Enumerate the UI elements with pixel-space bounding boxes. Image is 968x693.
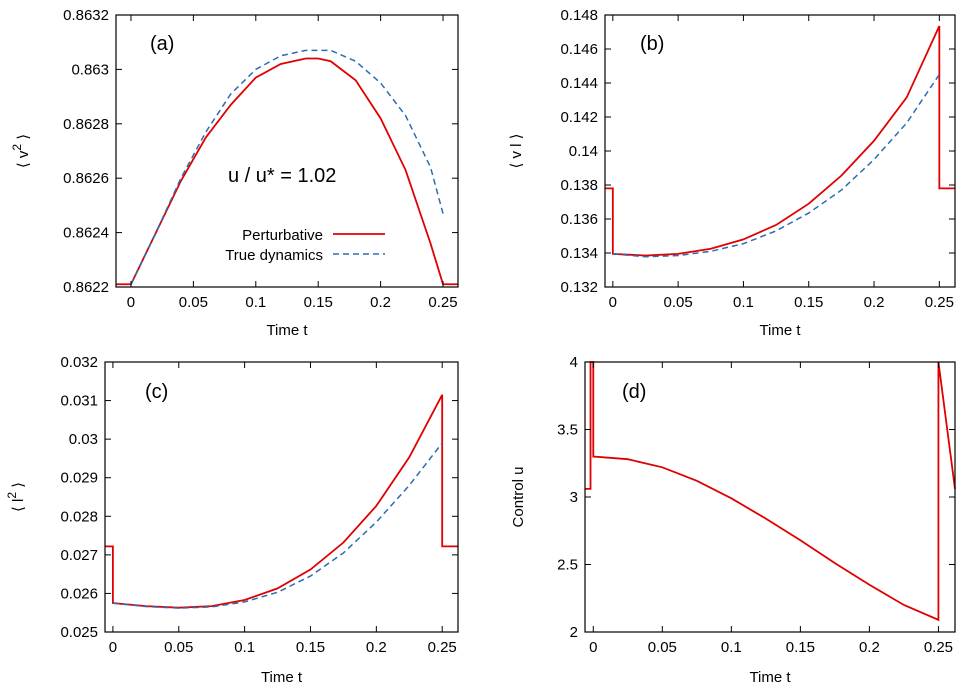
x-axis-title: Time t — [759, 322, 801, 339]
y-axis-title-superscript: 2 — [5, 492, 19, 499]
x-tick-label: 0.2 — [859, 639, 880, 656]
y-axis-title-superscript: 2 — [10, 144, 24, 151]
y-tick-label: 0.027 — [60, 547, 98, 564]
y-tick-label: 3.5 — [557, 422, 578, 439]
x-tick-label: 0.25 — [924, 639, 953, 656]
x-tick-label: 0.05 — [648, 639, 677, 656]
y-axis-title-group: ⟨ v2 ⟩ — [10, 134, 32, 168]
x-tick-label: 0.2 — [366, 639, 387, 656]
x-tick-label: 0 — [589, 639, 597, 656]
x-tick-label: 0.05 — [179, 294, 208, 311]
series-line-perturbative — [105, 394, 458, 609]
y-axis-title: ⟨ v2 ⟩ — [10, 134, 32, 168]
legend-entry-true-dynamics: True dynamics — [225, 247, 323, 264]
panel-b: (b) 0 0.05 0.1 0.15 0.2 0.25 0.132 0.134 0.136 0.… — [508, 7, 956, 339]
x-axis-title: Time t — [261, 669, 303, 686]
x-tick-label: 0.1 — [733, 294, 754, 311]
x-tick-label: 0.1 — [721, 639, 742, 656]
y-axis-title-base: v l — [508, 144, 525, 159]
legend: Perturbative True dynamics — [225, 227, 385, 264]
y-tick-label: 0.148 — [560, 7, 598, 24]
y-tick-label: 0.138 — [560, 177, 598, 194]
y-tick-label: 2.5 — [557, 557, 578, 574]
series-line-true-dynamics — [130, 49, 444, 285]
y-tick-label: 0.025 — [60, 624, 98, 641]
y-tick-label: 0.14 — [569, 143, 598, 160]
panel-c: (c) 0 0.05 0.1 0.15 0.2 0.25 0.025 0.026 0.027 0.… — [5, 354, 459, 686]
y-axis-title: ⟨ v l ⟩ — [508, 133, 525, 168]
y-tick-label: 0.028 — [60, 508, 98, 525]
y-tick-label: 0.132 — [560, 279, 598, 296]
x-tick-label: 0 — [109, 639, 117, 656]
y-tick-label: 0.8632 — [63, 7, 109, 24]
series-line-perturbative — [605, 25, 955, 257]
panel-d-label: (d) — [622, 381, 646, 403]
panel-b-label: (b) — [640, 33, 664, 55]
y-tick-label: 0.142 — [560, 109, 598, 126]
x-tick-label: 0.05 — [164, 639, 193, 656]
panel-c-label: (c) — [145, 381, 168, 403]
y-tick-label: 0.031 — [60, 393, 98, 410]
y-tick-label: 0.8626 — [63, 170, 109, 187]
y-tick-label: 0.026 — [60, 585, 98, 602]
y-axis-title-group: ⟨ l2 ⟩ — [5, 482, 27, 512]
y-tick-label: 0.8628 — [63, 116, 109, 133]
series-line-true-dynamics — [612, 74, 940, 258]
panel-a: (a) u / u* = 1.02 Perturbative True dyna… — [10, 7, 459, 339]
y-tick-label: 3 — [570, 489, 578, 506]
x-tick-label: 0.25 — [428, 294, 457, 311]
y-tick-label: 0.029 — [60, 470, 98, 487]
plot-frame — [104, 361, 459, 633]
x-tick-label: 0.2 — [370, 294, 391, 311]
x-tick-label: 0.1 — [234, 639, 255, 656]
y-tick-label: 2 — [570, 624, 578, 641]
x-tick-label: 0.05 — [664, 294, 693, 311]
y-axis-title-base: v — [15, 150, 32, 158]
x-tick-label: 0.2 — [864, 294, 885, 311]
y-tick-label: 0.032 — [60, 354, 98, 371]
plot-frame — [115, 14, 459, 288]
x-tick-label: 0 — [609, 294, 617, 311]
x-tick-label: 0.15 — [786, 639, 815, 656]
y-axis-title-base: l — [10, 499, 27, 502]
x-tick-label: 0.15 — [304, 294, 333, 311]
plot-frame — [604, 14, 956, 288]
y-axis-title-group: Control u — [510, 467, 527, 528]
series-line-true-dynamics — [112, 442, 443, 609]
y-tick-label: 0.8622 — [63, 279, 109, 296]
y-tick-label: 0.134 — [560, 245, 598, 262]
y-axis-title-group: ⟨ v l ⟩ — [508, 133, 525, 168]
y-tick-label: 4 — [570, 354, 578, 371]
x-tick-label: 0.15 — [296, 639, 325, 656]
panel-d: (d) 0 0.05 0.1 0.15 0.2 0.25 2 2.5 3 3.5 4 Time t Co… — [510, 354, 956, 686]
y-tick-label: 0.8624 — [63, 225, 109, 242]
x-tick-label: 0.25 — [925, 294, 954, 311]
y-tick-label: 0.03 — [69, 431, 98, 448]
x-axis-title: Time t — [266, 322, 308, 339]
y-tick-label: 0.863 — [71, 61, 109, 78]
y-tick-label: 0.144 — [560, 75, 598, 92]
y-axis-title: Control u — [510, 467, 527, 528]
y-tick-label: 0.136 — [560, 211, 598, 228]
x-tick-label: 0.25 — [428, 639, 457, 656]
ratio-annotation: u / u* = 1.02 — [228, 165, 336, 187]
x-tick-label: 0 — [127, 294, 135, 311]
x-axis-title: Time t — [749, 669, 791, 686]
x-tick-label: 0.1 — [245, 294, 266, 311]
series-line-perturbative — [116, 57, 458, 286]
legend-entry-perturbative: Perturbative — [242, 227, 323, 244]
y-axis-title: ⟨ l2 ⟩ — [5, 482, 27, 512]
y-tick-label: 0.146 — [560, 41, 598, 58]
panel-a-label: (a) — [150, 33, 174, 55]
x-tick-label: 0.15 — [794, 294, 823, 311]
